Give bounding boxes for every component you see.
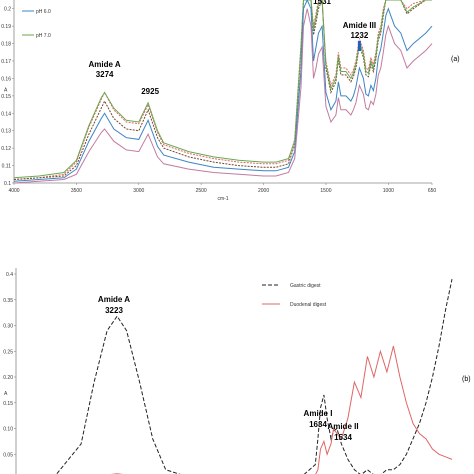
annotation-label-a: 1531 <box>313 0 331 6</box>
x-tick-label-a: 1000 <box>383 188 394 194</box>
y-tick-label-b: 0.4 <box>6 272 13 278</box>
y-tick-label-a: 0.14 <box>1 111 11 117</box>
y-tick-label-a: 0.11 <box>2 164 12 170</box>
panel-b: 0.05 0.10 0.15 0.20 0.25 0.30 0.35 0.4 A Gastric … <box>3 268 471 474</box>
y-tick-label-b: 0.10 <box>3 427 13 433</box>
y-tick-label-b: 0.35 <box>3 298 13 304</box>
y-tick-label-a: 0.15 <box>1 94 11 100</box>
y-tick-label-b: 0.20 <box>3 375 13 381</box>
y-tick-label-a: 0.2 <box>4 7 11 13</box>
x-tick-label-a: 3500 <box>71 188 82 194</box>
y-tick-label-a: 0.19 <box>1 24 11 30</box>
annotation-label-b: Amide A <box>98 295 130 304</box>
y-tick-label-a: 0.16 <box>1 76 11 82</box>
series-line-a <box>13 0 433 182</box>
annotation-label-a: Amide A <box>89 60 121 69</box>
x-tick-label-a: 2000 <box>258 188 269 194</box>
series-line-b <box>55 278 453 474</box>
y-tick-label-a: 0.13 <box>1 129 11 135</box>
x-tick-label-a: 4000 <box>8 188 19 194</box>
panel-label-b: (b) <box>462 376 471 383</box>
y-tick-label-a: 0.12 <box>1 146 11 152</box>
y-tick-label-b: 0.15 <box>3 401 13 407</box>
x-tick-label-a: 650 <box>428 188 437 194</box>
y-tick-label-a: 0.17 <box>1 59 11 65</box>
x-axis-label-a: cm-1 <box>217 196 228 202</box>
x-tick-label-a: 1500 <box>320 188 331 194</box>
annotation-label-a: 3274 <box>96 70 114 79</box>
series-line-a <box>13 0 432 179</box>
annotation-label-a: 1232 <box>350 31 368 40</box>
legend-label-b: Duodenal digest <box>290 302 327 308</box>
amide-iii-arrow-marker <box>357 41 361 51</box>
y-axis-label-a: A <box>4 88 8 94</box>
legend-label-a: pH 7.0 <box>36 33 51 39</box>
x-tick-label-a: 2500 <box>196 188 207 194</box>
x-tick-label-a: 3000 <box>133 188 144 194</box>
series-line-b <box>110 345 453 474</box>
annotation-label-a: 2925 <box>141 87 159 96</box>
y-axis-label-b: A <box>4 391 8 397</box>
legend-label-b: Gastric digest <box>290 283 321 289</box>
annotation-label-a: Amide III <box>343 21 376 30</box>
annotation-label-b: Amide I <box>304 409 333 418</box>
series-line-a <box>13 8 433 184</box>
y-tick-label-b: 0.30 <box>3 324 13 330</box>
annotation-label-b: 1534 <box>334 433 352 442</box>
panel-a: 4000 3500 3000 2500 2000 1500 1000 650 0.1 0.11 0.… <box>1 0 460 202</box>
legend-label-a: pH 6.0 <box>36 9 51 15</box>
annotation-label-b: Amide II <box>327 422 358 431</box>
y-tick-label-b: 0.25 <box>3 349 13 355</box>
annotation-label-b: 1634 <box>309 420 327 429</box>
annotation-label-b: 3223 <box>105 306 123 315</box>
panel-label-a: (a) <box>451 56 460 63</box>
y-tick-label-b: 0.05 <box>3 452 13 458</box>
y-tick-label-a: 0.1 <box>4 181 11 187</box>
y-tick-label-a: 0.18 <box>1 42 11 48</box>
